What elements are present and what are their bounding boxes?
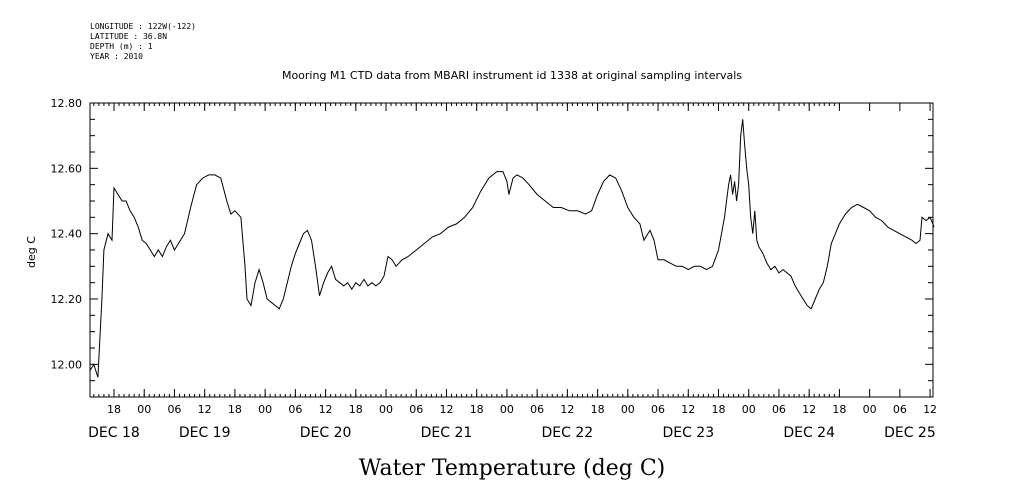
x-tick-label: 00	[500, 403, 514, 416]
x-tick-label: 06	[651, 403, 665, 416]
meta-depth: DEPTH (m) : 1	[90, 42, 153, 51]
x-tick-label: 00	[621, 403, 635, 416]
meta-latitude: LATITUDE : 36.8N	[90, 32, 168, 41]
x-day-label: DEC 20	[300, 425, 352, 441]
series-group	[89, 119, 935, 378]
x-tick-label: 00	[379, 403, 393, 416]
x-day-label: DEC 19	[179, 425, 231, 441]
x-tick-label: 12	[319, 403, 333, 416]
x-tick-label: 18	[591, 403, 605, 416]
x-tick-label: 12	[681, 403, 695, 416]
x-tick-label: 18	[349, 403, 363, 416]
x-axis-label: Water Temperature (deg C)	[359, 456, 666, 481]
x-tick-label: 12	[198, 403, 212, 416]
temperature-series-line	[89, 119, 935, 378]
y-tick-label: 12.40	[51, 228, 83, 241]
meta-longitude: LONGITUDE : 122W(-122)	[90, 22, 196, 31]
x-day-label: DEC 24	[783, 425, 835, 441]
x-day-label: DEC 23	[662, 425, 714, 441]
metadata-block: LONGITUDE : 122W(-122) LATITUDE : 36.8N …	[90, 22, 196, 62]
x-day-label: DEC 25	[884, 425, 936, 441]
x-day-label: DEC 22	[542, 425, 594, 441]
chart-title: Mooring M1 CTD data from MBARI instrumen…	[282, 69, 742, 82]
x-tick-label: 06	[409, 403, 423, 416]
x-tick-label: 06	[530, 403, 544, 416]
x-day-label: DEC 18	[88, 425, 140, 441]
x-tick-label: 00	[137, 403, 151, 416]
x-tick-label: 18	[107, 403, 121, 416]
x-tick-label: 00	[258, 403, 272, 416]
x-tick-label: 18	[832, 403, 846, 416]
axes-group: 18 00 06 12 18 00 06 12 18 00 06 12 18 00 06 12 18 00 06 12…	[51, 97, 938, 441]
x-tick-label: 06	[288, 403, 302, 416]
x-tick-label: 00	[863, 403, 877, 416]
meta-year: YEAR : 2010	[90, 52, 143, 61]
x-day-label: DEC 21	[421, 425, 473, 441]
x-tick-label: 06	[167, 403, 181, 416]
x-tick-label: 18	[712, 403, 726, 416]
y-tick-label: 12.00	[51, 358, 83, 371]
x-tick-label: 06	[893, 403, 907, 416]
y-tick-label: 12.80	[51, 97, 83, 110]
y-tick-label: 12.20	[51, 293, 83, 306]
y-axis-label: deg C	[25, 236, 38, 268]
x-tick-label: 12	[923, 403, 937, 416]
x-tick-label: 12	[560, 403, 574, 416]
x-tick-label: 18	[228, 403, 242, 416]
x-tick-label: 06	[772, 403, 786, 416]
plot-frame	[89, 102, 934, 398]
x-tick-label: 12	[802, 403, 816, 416]
y-tick-label: 12.60	[51, 162, 83, 175]
x-tick-label: 00	[742, 403, 756, 416]
x-tick-label: 18	[470, 403, 484, 416]
x-tick-label: 12	[439, 403, 453, 416]
